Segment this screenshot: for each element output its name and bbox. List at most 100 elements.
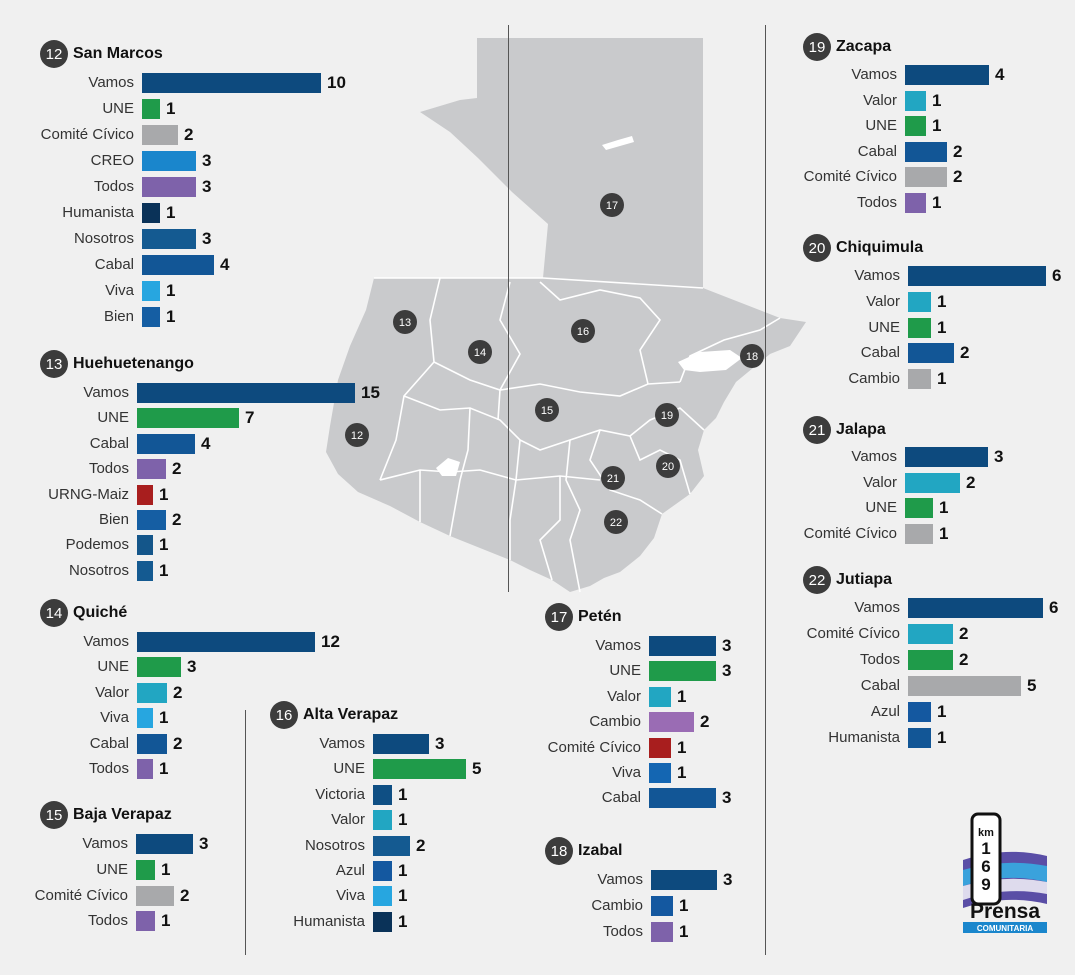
bar-value-label: 2 [172,510,182,529]
party-label: Viva [612,764,641,781]
party-label: UNE [102,100,134,117]
bar-bien [142,307,160,327]
party-label: Todos [93,178,134,195]
bar-vamos [651,870,717,890]
party-label: Comité Cívico [547,739,641,756]
bar-value-label: 1 [166,99,176,118]
bar-vamos [908,266,1046,286]
bar-value-label: 5 [472,759,482,778]
bar-value-label: 1 [159,485,169,504]
bar-humanista [373,912,392,932]
party-label: URNG-Maiz [48,486,129,503]
lake-atitlan [436,458,460,476]
bar-vamos [137,632,315,652]
bar-todos [651,922,673,942]
party-label: Cabal [89,735,129,752]
bar-value-label: 1 [166,307,176,326]
department-number: 17 [545,603,573,631]
bar-todos [142,177,196,197]
bar-value-label: 1 [398,912,408,931]
map-marker-14 [468,340,492,364]
bar-viva [137,708,153,728]
department-number: 13 [40,350,68,378]
party-label: Vamos [854,267,900,284]
bar-value-label: 1 [161,860,171,879]
bar-valor [373,810,392,830]
party-label: Humanista [293,913,365,930]
party-label: Vamos [851,66,897,83]
party-label: Valor [863,474,897,491]
party-label: Vamos [82,835,128,852]
bar-viva [142,281,160,301]
party-label: Humanista [828,729,900,746]
map-marker-label-12: 12 [351,430,363,442]
bar-comit-c-vico [905,524,933,544]
bar-value-label: 1 [677,687,687,706]
bar-comit-c-vico [649,738,671,758]
bar-valor [649,687,671,707]
party-label: Azul [870,703,900,720]
party-label: Comité Cívico [803,168,897,185]
bar-cambio [908,369,931,389]
department-title: Petén [578,608,622,625]
bar-une [905,116,926,136]
party-label: UNE [865,499,897,516]
bar-bien [137,510,166,530]
divider-left [508,25,509,592]
divider-right [765,25,766,955]
party-label: Comité Cívico [806,625,900,642]
bar-value-label: 3 [723,870,733,889]
bar-une [136,860,155,880]
party-label: Valor [331,811,365,828]
department-header: 18 Izabal [545,837,622,865]
party-label: Todos [859,651,900,668]
department-title: Jalapa [836,421,886,438]
bar-nosotros [373,836,410,856]
map-marker-label-15: 15 [541,405,553,417]
bar-value-label: 2 [416,836,426,855]
bar-value-label: 1 [677,763,687,782]
map-marker-20 [656,454,680,478]
map-marker-12 [345,423,369,447]
bar-valor [137,683,167,703]
bar-value-label: 1 [398,810,408,829]
bar-cabal [908,676,1021,696]
bar-podemos [137,535,153,555]
bar-comit-c-vico [136,886,174,906]
bar-vamos [136,834,193,854]
bar-value-label: 3 [199,834,209,853]
bar-value-label: 4 [995,65,1005,84]
department-header: 15 Baja Verapaz [40,801,172,829]
party-label: Cabal [89,435,129,452]
department-header: 17 Petén [545,603,622,631]
map-marker-label-22: 22 [610,517,622,529]
party-label: Valor [863,92,897,109]
party-label: Vamos [83,384,129,401]
party-label: Cabal [94,256,134,273]
department-number: 18 [545,837,573,865]
party-label: Bien [98,511,129,528]
map-marker-19 [655,403,679,427]
party-label: Todos [602,923,643,940]
party-label: Podemos [65,536,129,553]
bar-value-label: 2 [960,343,970,362]
bar-value-label: 1 [398,861,408,880]
bar-cabal [137,434,195,454]
bar-cabal [137,734,167,754]
bar-value-label: 3 [994,447,1004,466]
party-label: Humanista [62,204,134,221]
bar-value-label: 2 [180,886,190,905]
department-number: 22 [803,566,831,594]
bar-value-label: 2 [173,734,183,753]
bar-value-label: 2 [959,650,969,669]
bar-vamos [905,65,989,85]
party-label: UNE [868,319,900,336]
bar-value-label: 3 [435,734,445,753]
map-marker-21 [601,466,625,490]
bar-valor [905,91,926,111]
bar-viva [649,763,671,783]
party-label: UNE [96,861,128,878]
party-label: Todos [87,912,128,929]
department-number: 19 [803,33,831,61]
bar-valor [908,292,931,312]
